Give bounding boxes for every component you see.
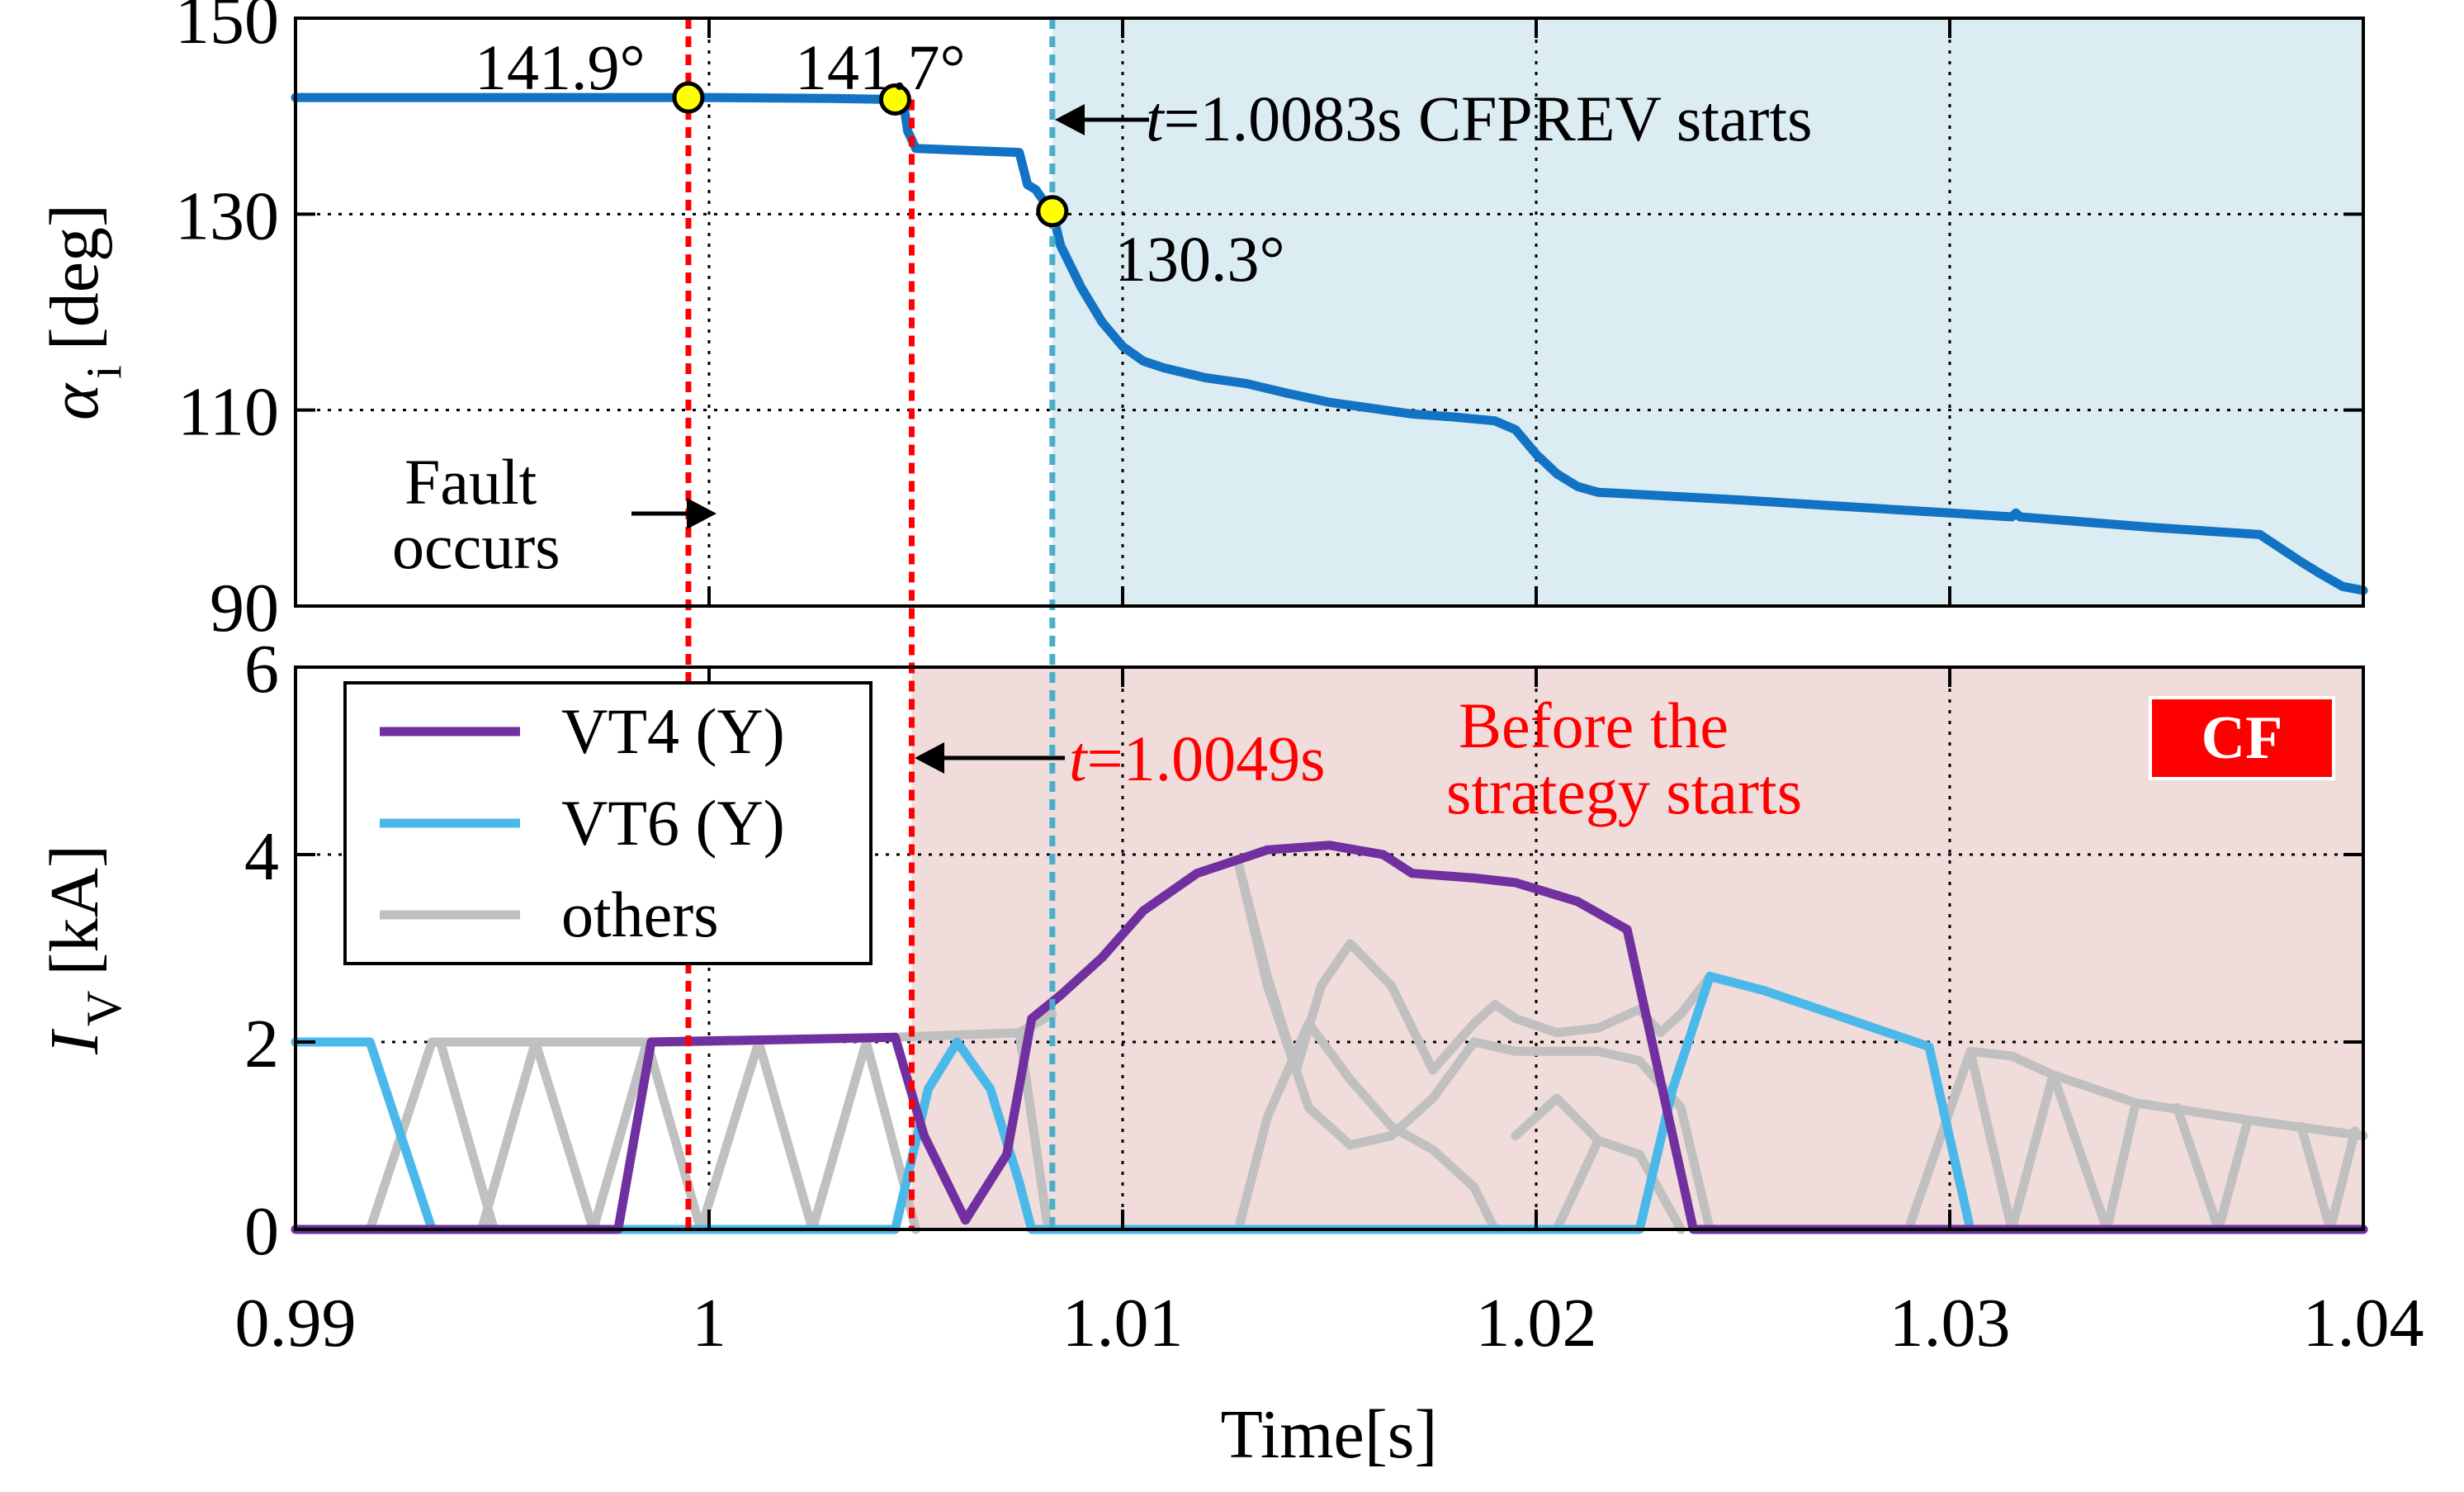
series-others-line (2325, 1126, 2360, 1234)
top-y-tick-label: 110 (177, 374, 279, 451)
strategy-start-arrow (1055, 104, 1149, 135)
legend-label-vt4: VT4 (Y) (561, 695, 785, 767)
data-series (291, 92, 2368, 1234)
tick-marks: 0.99 1 1.01 1.02 1.03 1.04 90 110 130 150 0 2 4 6 (175, 0, 2424, 1362)
bottom-y-tick-label: 4 (244, 818, 279, 895)
bottom-annotations: t=1.0049s Before the strategy starts CF (915, 689, 2335, 827)
cf-time-label: t=1.0049s (1069, 722, 1326, 794)
series-others-line (1233, 1018, 1500, 1234)
series-others-line (1233, 859, 1520, 1150)
point-label-2: 141.7° (795, 31, 966, 103)
legend: VT4 (Y) VT6 (Y) others (343, 681, 873, 965)
legend-label-others: others (561, 879, 719, 950)
cf-badge (2149, 696, 2335, 780)
series-others-line (531, 1037, 598, 1234)
strategy-note-line2: strategy starts (1446, 755, 1802, 827)
series-others-line (2296, 1121, 2335, 1234)
highlight-point (878, 83, 911, 116)
series-others-line (1511, 1046, 1714, 1234)
strategy-note-line1: Before the (1459, 689, 1729, 761)
bottom-y-tick-label: 0 (244, 1193, 279, 1270)
series-others-line (2102, 1098, 2140, 1234)
top-ylabel: αi[deg] (36, 204, 131, 420)
fault-label-line2: occurs (392, 510, 560, 582)
series-others-line (1552, 1135, 1603, 1234)
cf-badge-label: CF (2202, 704, 2283, 772)
shaded-regions (911, 18, 2363, 1229)
series-others-line (435, 1037, 499, 1234)
series-others-line (2048, 1070, 2112, 1234)
bottom-ylabel: IV[kA] (36, 845, 131, 1055)
top-y-tick-label: 130 (175, 178, 279, 254)
bottom-ylabel-text: IV[kA] (36, 845, 131, 1055)
bottom-shaded-region (911, 667, 2363, 1229)
top-axes-frame (294, 17, 2365, 608)
fault-label-line1: Fault (404, 446, 537, 518)
x-tick-label: 0.99 (235, 1285, 357, 1362)
series-others-line (807, 1037, 871, 1234)
bottom-y-tick-label: 2 (244, 1006, 279, 1082)
alpha-i-line (291, 92, 2368, 595)
point-label-3: 130.3° (1114, 223, 1285, 295)
series-others-line (2214, 1117, 2253, 1234)
legend-label-vt6: VT6 (Y) (561, 787, 785, 859)
strategy-start-label: t=1.0083s CFPREV starts (1146, 83, 1813, 154)
x-tick-label: 1 (692, 1285, 726, 1362)
series-others-line (2007, 1070, 2058, 1234)
top-ylabel-text: αi[deg] (36, 204, 131, 420)
highlight-point (672, 81, 705, 114)
vertical-markers (672, 18, 1069, 1229)
series-others-line (1490, 972, 1714, 1038)
xlabel: Time[s] (1221, 1396, 1438, 1473)
bottom-axes-frame (294, 665, 2365, 1231)
x-tick-label: 1.03 (1889, 1285, 2011, 1362)
series-others-line (754, 1037, 817, 1234)
series-others-line (642, 1037, 706, 1234)
x-tick-label: 1.02 (1476, 1285, 1597, 1362)
series-others-line (696, 1037, 764, 1234)
top-y-tick-label: 90 (210, 570, 279, 647)
series-others-line (2173, 1103, 2224, 1234)
top-y-tick-label: 150 (175, 0, 279, 59)
cf-time-arrow (915, 742, 1065, 774)
series-others-line (477, 1037, 541, 1234)
top-shaded-region (1052, 18, 2363, 606)
series-others-line (589, 1037, 652, 1234)
highlight-point (1036, 195, 1069, 228)
x-tick-label: 1.04 (2303, 1285, 2424, 1362)
series-others-line (861, 1037, 920, 1234)
x-tick-label: 1.01 (1062, 1285, 1184, 1362)
fault-arrow (631, 498, 716, 529)
series-others-line (1965, 1046, 2017, 1234)
point-label-1: 141.9° (475, 31, 646, 103)
top-annotations: 141.9° 141.7° 130.3° t=1.0083s CFPREV st… (392, 31, 1813, 582)
bottom-y-tick-label: 6 (244, 631, 279, 708)
